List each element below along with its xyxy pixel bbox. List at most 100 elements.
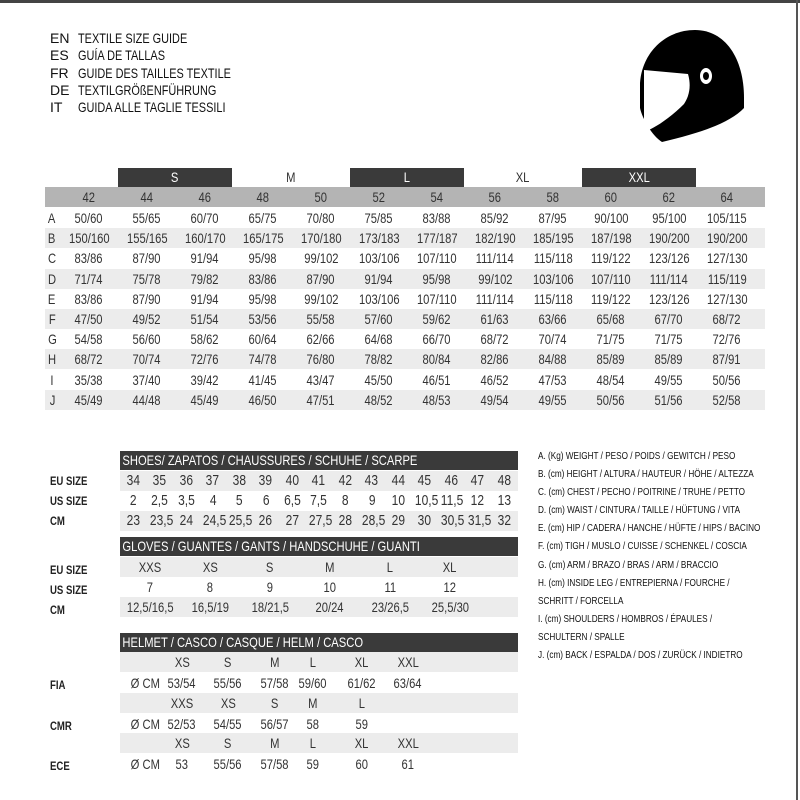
helmet-size-text: M (308, 694, 318, 711)
table-cell: 10 (300, 577, 360, 597)
size-group-l: L (350, 168, 464, 187)
table-cell-text: 71/75 (596, 331, 626, 348)
helmet-value-text: 57/58 (260, 756, 290, 772)
table-cell: 27 (279, 511, 306, 531)
row-letter-text: F (48, 311, 56, 327)
table-cell-text: 65/75 (248, 210, 278, 226)
table-cell-text: 48/52 (364, 391, 394, 408)
row-label-text: CM (50, 514, 65, 528)
table-cell-text: 107/110 (591, 270, 631, 287)
table-cell: 103/106 (350, 289, 408, 309)
legend-line: J. (cm) BACK / ESPALDA / DOS / ZURÜCK / … (538, 649, 743, 662)
table-cell: 24 (173, 511, 200, 531)
table-cell-text: 58/62 (190, 331, 220, 348)
legend-line: SCHRITT / FORCELLA (538, 594, 624, 607)
size-number: 44 (118, 187, 176, 207)
table-cell-text: 79/82 (190, 270, 220, 287)
table-cell: 39/42 (176, 370, 234, 390)
helmet-title: HELMET / CASCO / CASQUE / HELM / CASCO (122, 634, 364, 650)
size-number-band (45, 187, 765, 207)
helmet-size-text: L (358, 694, 366, 711)
size-number-text: 60 (604, 189, 618, 205)
table-cell-text: 123/126 (648, 290, 690, 307)
table-cell-text: XL (443, 559, 457, 575)
language-code: DE (50, 81, 70, 98)
table-cell-text: 170/180 (300, 230, 342, 247)
language-code: EN (50, 30, 70, 46)
table-cell-text: 20/24 (315, 599, 345, 615)
table-cell-text: 44 (391, 472, 405, 489)
table-cell-text: 34 (126, 472, 140, 489)
table-cell: 51/54 (176, 309, 234, 329)
table-cell: 60/64 (234, 329, 292, 349)
table-cell: 107/110 (408, 289, 466, 309)
table-cell: 53/56 (234, 309, 292, 329)
table-cell-text: 64/68 (364, 331, 394, 348)
table-cell-text: 2 (129, 492, 137, 509)
table-cell-text: 75/78 (132, 270, 162, 287)
table-cell-text: 87/90 (132, 290, 162, 307)
table-cell: 49/52 (118, 309, 176, 329)
table-cell: 71/75 (582, 329, 640, 349)
table-cell: S (240, 557, 300, 577)
table-cell-text: 27,5 (308, 512, 332, 529)
legend-line: I. (cm) SHOULDERS / HOMBROS / ÉPAULES / (538, 612, 713, 625)
table-cell-text: 76/80 (306, 351, 336, 368)
table-cell: 83/86 (60, 289, 118, 309)
table-cell-text: 78/82 (364, 351, 394, 368)
table-cell-text: 187/198 (590, 230, 632, 247)
table-cell: 155/165 (118, 228, 176, 248)
table-cell-text: 47 (471, 472, 485, 489)
helmet-value-text: 55/56 (213, 756, 243, 772)
table-cell: 127/130 (698, 248, 756, 268)
helmet-size-text: S (224, 654, 232, 670)
table-cell: 127/130 (698, 289, 756, 309)
table-cell-text: 46/51 (422, 371, 452, 388)
row-label: EU SIZE (50, 471, 97, 491)
row-letter: I (44, 370, 60, 390)
table-cell-text: 12 (443, 579, 457, 595)
table-cell-text: 7,5 (310, 492, 328, 509)
standard-label-text: CMR (50, 718, 72, 733)
table-cell-text: 6,5 (283, 492, 301, 509)
helmet-size: L (337, 693, 387, 713)
table-cell-text: 37/40 (132, 371, 162, 388)
table-cell-text: 49/54 (480, 391, 510, 408)
table-cell: 63/66 (524, 309, 582, 329)
table-cell-text: 28 (338, 512, 352, 529)
table-cell: 177/187 (408, 228, 466, 248)
table-cell-text: 39 (259, 472, 273, 489)
table-cell-text: 9 (266, 579, 274, 595)
table-cell-text: 24,5 (202, 512, 226, 529)
table-cell-text: 66/70 (422, 331, 452, 348)
table-cell-text: 49/52 (132, 311, 162, 327)
table-cell-text: 37 (206, 472, 220, 489)
table-cell: 123/126 (640, 248, 698, 268)
table-cell-text: 70/74 (538, 331, 568, 348)
row-letter: F (44, 309, 60, 329)
table-cell: 49/55 (640, 370, 698, 390)
table-cell-text: 61/63 (480, 311, 510, 327)
helmet-size-text: M (270, 735, 280, 751)
measurement-legend: A. (Kg) WEIGHT / PESO / POIDS / GEWITCH … (538, 447, 788, 664)
size-number: 60 (582, 187, 640, 207)
table-cell-text: 4 (209, 492, 217, 509)
title-text: TEXTILGRÖßENFÜHRUNG (78, 81, 217, 98)
table-cell: 111/114 (640, 269, 698, 289)
row-shade (45, 389, 765, 410)
standard-label-text: ECE (50, 759, 70, 773)
table-cell: 42 (332, 471, 359, 491)
helmet-size-text: XS (174, 654, 190, 670)
table-cell-text: 44/48 (132, 391, 162, 408)
table-cell-text: 105/115 (707, 210, 747, 226)
table-cell: 83/86 (234, 269, 292, 289)
table-cell: 31,5 (465, 511, 492, 531)
table-cell-text: 50/60 (74, 210, 104, 226)
size-number: 46 (176, 187, 234, 207)
table-cell-text: 83/88 (422, 210, 452, 226)
table-cell: 115/118 (524, 289, 582, 309)
row-label: US SIZE (50, 580, 97, 600)
table-cell: 44/48 (118, 390, 176, 410)
table-cell: 65/68 (582, 309, 640, 329)
helmet-value: 55/56 (203, 754, 253, 774)
